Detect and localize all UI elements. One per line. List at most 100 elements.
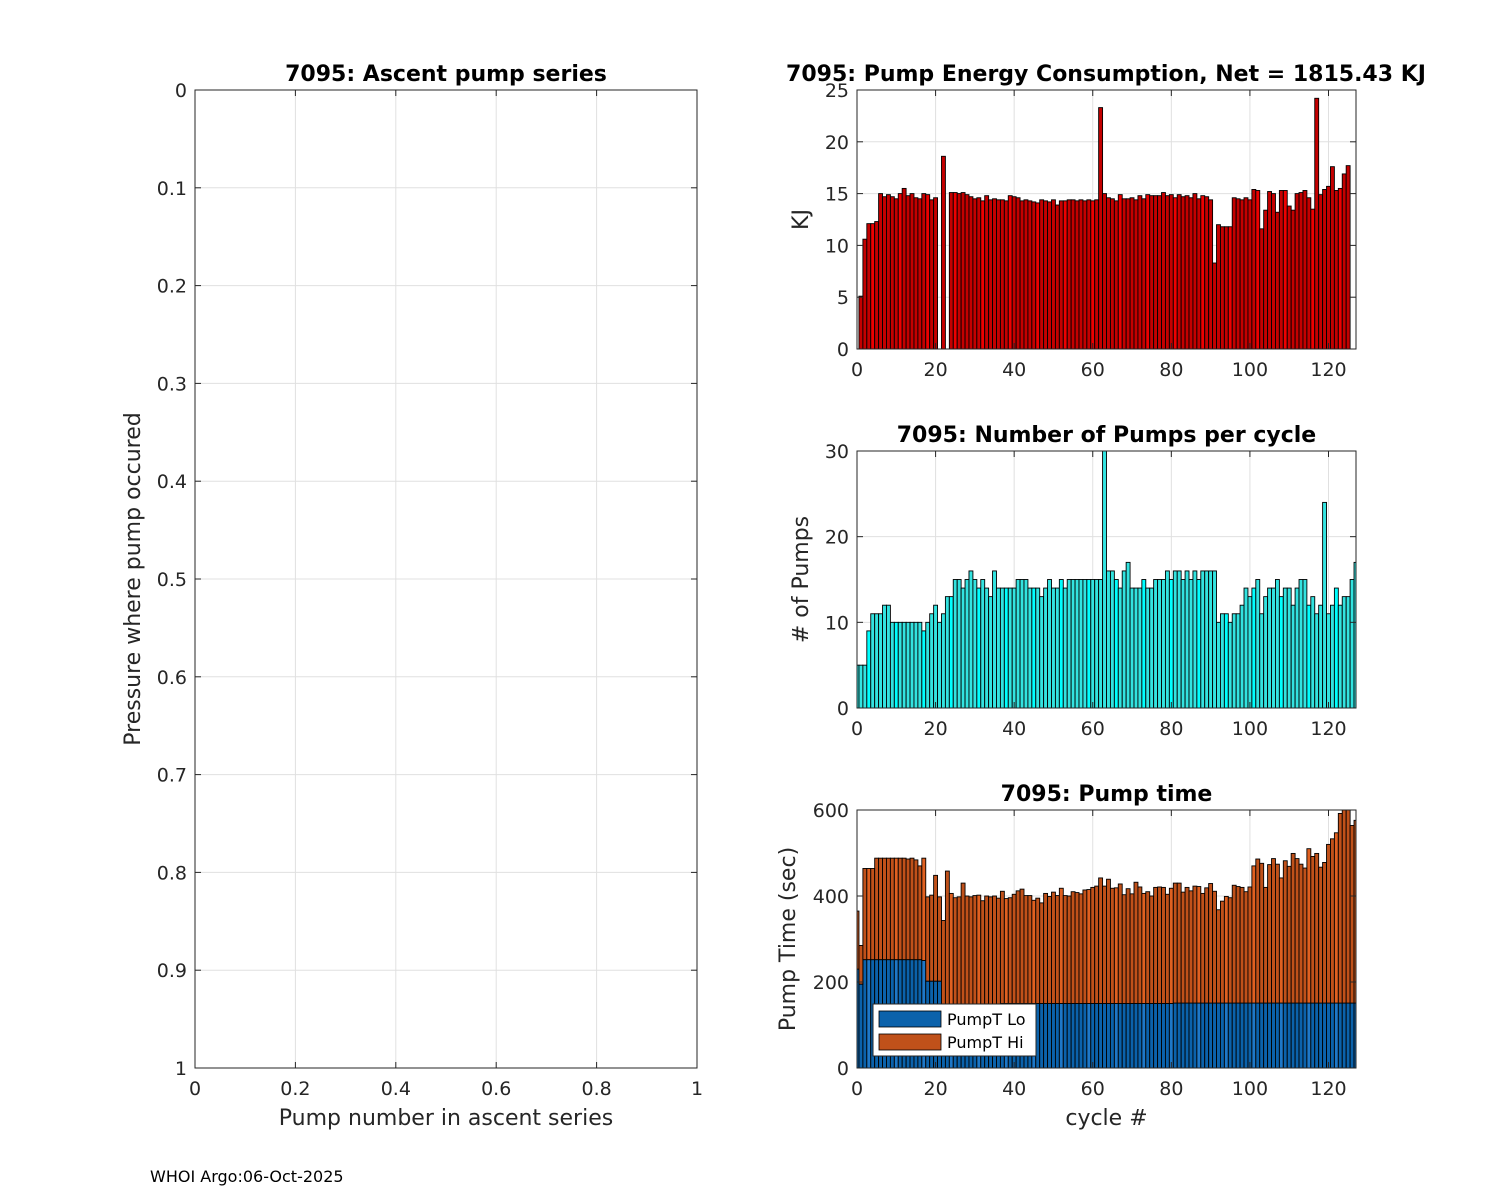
pumpt-hi-bar [1251,865,1257,1004]
pumps-bar [992,570,997,709]
pumps-bar [1200,570,1206,709]
pumps-bar [1121,570,1127,709]
pumpt-lo-bar [1094,1003,1100,1069]
energy-bar [1223,226,1229,350]
pumpt-lo-bar [1074,1003,1080,1069]
pumps-bar [944,596,950,709]
pumpt-hi-bar [1271,858,1276,1004]
pumpt-hi-bar [917,865,923,961]
pumpt-hi-bar [862,868,868,961]
energy-bar [941,155,946,350]
energy-bar [1227,226,1233,350]
energy-bar [1306,197,1312,350]
pumpt-lo-bar [1141,1003,1147,1069]
pumpt-lo-bar [1090,1003,1096,1069]
pumps-bar [933,604,938,709]
y-tick-label: 5 [837,287,849,309]
pumpt-lo-bar [1184,1002,1190,1069]
pumpt-hi-bar [1306,848,1312,1004]
pumpt-hi-bar [1337,812,1343,1004]
energy-bar [1216,224,1221,350]
pumpt-lo-bar [1200,1002,1206,1069]
energy-bar [913,197,919,350]
pumpt-hi-bar [972,895,978,1005]
y-tick-label: 0.8 [157,862,187,884]
energy-bar [1074,200,1080,350]
pumpt-hi-bar [1066,895,1072,1004]
pumpt-hi-bar [858,945,864,985]
pumpt-hi-bar [1125,888,1131,1004]
energy-bar [988,199,994,350]
pumps-bar [1349,579,1355,709]
pumpt-lo-bar [1129,1003,1135,1069]
pumps-bar [1058,579,1064,709]
x-tick-label: 100 [1232,718,1268,740]
energy-bar [1172,197,1178,350]
pumpt-hi-bar [1239,886,1245,1004]
pumpt-lo-bar [1145,1003,1151,1069]
energy-bar [952,192,958,350]
pumpt-hi-bar [1133,881,1139,1004]
pumpt-hi-bar [1086,889,1092,1004]
energy-bar [1290,209,1296,350]
x-tick-label: 0 [189,1078,201,1100]
pumps-bar [889,621,895,709]
pumpt-hi-bar [1310,855,1316,1004]
x-tick-label: 80 [1159,1078,1183,1100]
pumps-bar [1318,604,1324,709]
pumpt-hi-bar [1058,887,1064,1004]
pumps-bar [1035,587,1041,709]
pumpt-lo-bar [1164,1003,1170,1069]
pumps-bar [1227,621,1233,709]
x-axis-label: cycle # [1065,1106,1147,1131]
energy-bar [1031,201,1037,350]
pumpt-hi-bar [1208,883,1214,1004]
pumps-bar [874,613,880,709]
pumps-bar [1208,570,1214,709]
x-tick-label: 0.6 [481,1078,511,1100]
pumpt-hi-bar [1137,886,1143,1004]
pumpt-hi-bar [952,897,958,1005]
pumps-bar [1086,579,1092,709]
pumpt-hi-bar [980,900,986,1005]
pumps-bar [1302,579,1308,709]
y-tick-label: 0 [175,80,187,102]
energy-bar [1219,226,1225,350]
pumpt-lo-bar [1263,1002,1269,1069]
legend-swatch [878,1033,942,1051]
pumpt-hi-bar [1149,895,1155,1004]
pumpt-hi-bar [1290,852,1296,1004]
pump-time-axes: 0 20 40 60 80 100 120 0 200 400 600 7095: Pump time… [776,782,1357,1131]
pumps-bar [862,664,868,709]
pumpt-hi-bar [1184,886,1190,1004]
pumpt-hi-bar [996,897,1001,1005]
energy-bar [1121,198,1127,350]
pumpt-lo-bar [1345,1002,1351,1069]
energy-bar [1113,200,1119,350]
x-axis-label: Pump number in ascent series [279,1106,613,1131]
pumpt-hi-bar [1314,852,1320,1004]
pumpt-lo-bar [1255,1002,1261,1069]
y-tick-label: 10 [825,235,849,257]
energy-bar [1141,198,1147,350]
energy-bar [956,193,962,350]
pumpt-hi-bar [1023,895,1029,1004]
pumpt-hi-bar [1349,825,1355,1004]
pumpt-hi-bar [1054,895,1060,1004]
energy-bar [1341,173,1347,350]
energy-bar [1129,197,1135,350]
pumps-bar [1333,587,1339,709]
pumpt-lo-bar [1271,1002,1276,1069]
pumps-bar [870,613,876,709]
energy-bar [1263,209,1269,350]
pumps-bar [1259,613,1265,709]
pumps-bar [1133,587,1139,709]
pumpt-lo-bar [1078,1003,1084,1069]
energy-bar [1109,198,1115,350]
pumps-bar [893,621,899,709]
pumps-bar [1216,621,1221,709]
pumpt-lo-bar [1098,1003,1104,1069]
pumpt-lo-bar [1047,1003,1052,1069]
pumpt-hi-bar [1333,832,1339,1004]
pumpt-hi-bar [1282,860,1288,1004]
